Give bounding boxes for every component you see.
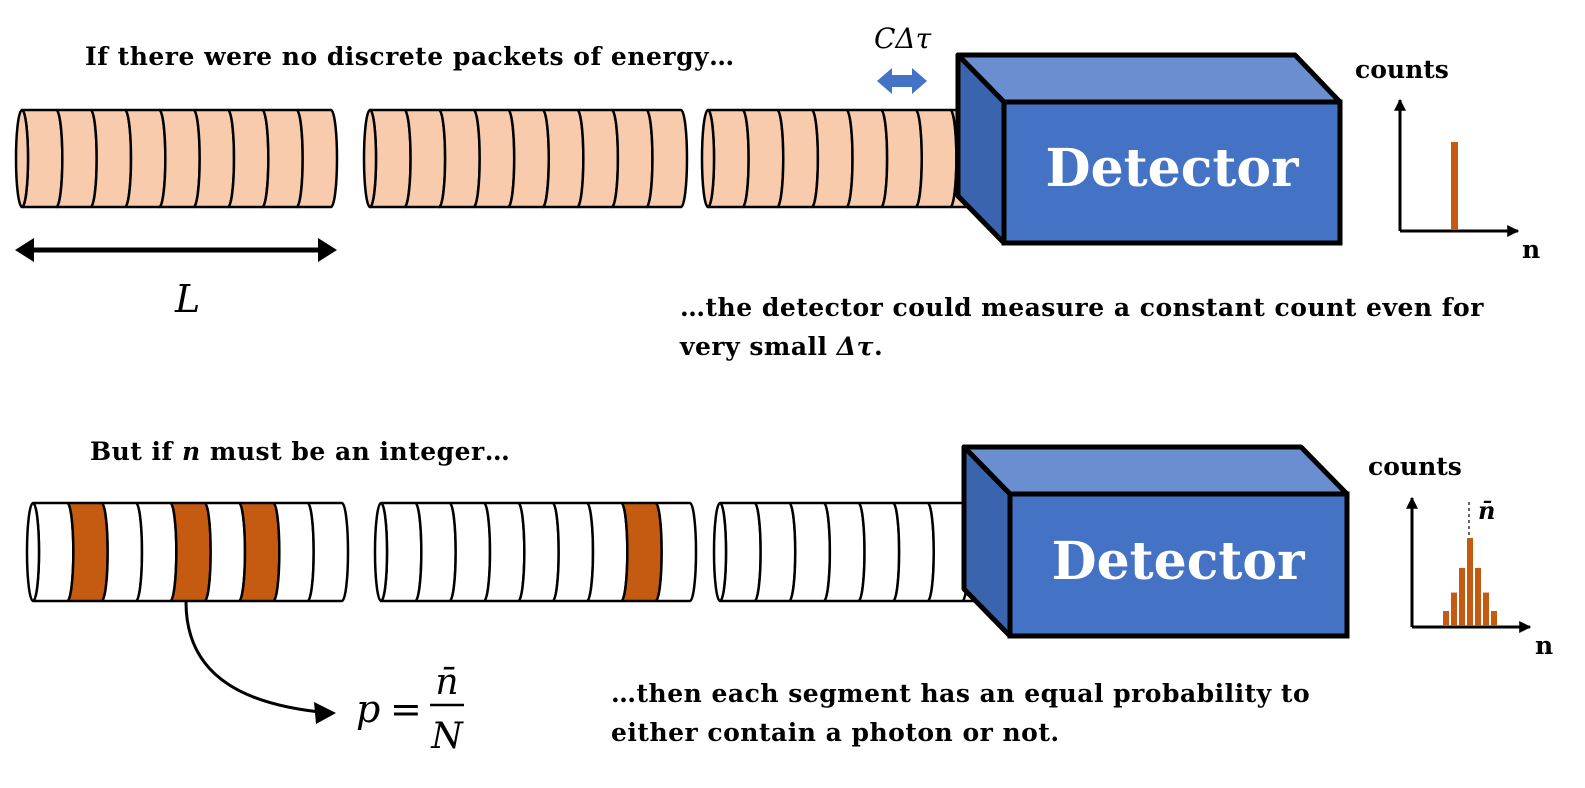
bottom-detector-label: Detector <box>1051 531 1305 592</box>
cylinder-end-cap <box>373 501 389 603</box>
bottom-hist-ylabel: counts <box>1368 452 1462 481</box>
top-caption: If there were no discrete packets of ene… <box>85 42 735 71</box>
segment <box>552 501 595 603</box>
segment <box>776 108 820 209</box>
photon-segment <box>66 501 109 603</box>
segment <box>845 108 889 209</box>
bottom-panel: But if n must be an integer… p = n̄ N De… <box>25 437 1553 757</box>
top-histogram: counts n <box>1355 55 1540 264</box>
cylinder-end-cap <box>14 108 30 209</box>
segment <box>307 501 350 603</box>
segment <box>742 108 785 209</box>
bottom-hist-bar <box>1451 592 1457 626</box>
photon-segment <box>620 501 663 603</box>
segment <box>438 108 481 209</box>
segment <box>880 108 923 209</box>
segment <box>576 108 620 209</box>
segment <box>507 108 551 209</box>
segment <box>542 108 585 209</box>
segment <box>404 108 447 209</box>
segment <box>754 501 797 603</box>
top-note-line1: …the detector could measure a constant c… <box>680 293 1484 322</box>
top-cylinder-2 <box>362 108 689 209</box>
mean-label: n̄ <box>1478 496 1495 525</box>
length-arrow <box>15 238 337 262</box>
length-label: L <box>174 277 200 321</box>
segment <box>811 108 854 209</box>
bottom-hist-bar <box>1475 567 1481 626</box>
delta-tau-label: CΔτ <box>874 22 932 55</box>
top-hist-bars <box>1451 142 1458 230</box>
segment <box>261 108 304 209</box>
segment <box>473 108 516 209</box>
segment <box>788 501 832 603</box>
bottom-hist-bar <box>1443 611 1449 626</box>
probability-arrow <box>184 601 331 715</box>
bottom-cylinder-1 <box>25 501 350 603</box>
top-detector-label: Detector <box>1045 138 1299 199</box>
segment <box>611 108 654 209</box>
segment <box>124 108 167 209</box>
top-panel: If there were no discrete packets of ene… <box>14 22 1540 361</box>
segment <box>272 501 315 603</box>
top-hist-bar <box>1451 142 1458 230</box>
delta-tau-arrow-icon <box>877 68 927 94</box>
cylinder-end-cap <box>700 108 716 209</box>
bottom-cylinders <box>25 501 1005 603</box>
top-hist-ylabel: counts <box>1355 55 1449 84</box>
cylinder-end-cap <box>25 501 41 603</box>
segment <box>414 501 457 603</box>
photon-segment <box>169 501 212 603</box>
bottom-detector: Detector <box>961 444 1350 639</box>
segment <box>857 501 901 603</box>
segment <box>483 501 526 603</box>
segment <box>517 501 560 603</box>
segment <box>823 501 866 603</box>
bottom-hist-bar <box>1491 611 1497 626</box>
top-cylinder-1 <box>14 108 339 209</box>
segment <box>449 501 492 603</box>
bottom-note-line2: either contain a photon or not. <box>611 718 1060 747</box>
photon-segment <box>238 501 281 603</box>
top-cylinder-3 <box>700 108 993 209</box>
segment <box>892 501 935 603</box>
bottom-caption: But if n must be an integer… <box>90 437 510 466</box>
formula-denominator: N <box>430 716 464 757</box>
bottom-note-line1: …then each segment has an equal probabil… <box>611 679 1310 708</box>
cylinder-end-cap <box>712 501 728 603</box>
bottom-hist-bar <box>1459 567 1465 626</box>
segment <box>90 108 133 209</box>
probability-formula: p = n̄ N <box>356 662 464 757</box>
bottom-cylinder-3 <box>712 501 1005 603</box>
segment <box>655 501 698 603</box>
segment <box>296 108 339 209</box>
formula-p: p <box>356 687 380 731</box>
bottom-hist-bar <box>1483 592 1489 626</box>
segment <box>586 501 629 603</box>
segment <box>645 108 689 209</box>
top-detector: Detector <box>955 52 1343 246</box>
segment <box>135 501 178 603</box>
formula-equals: = <box>390 687 422 731</box>
segment <box>204 501 247 603</box>
segment <box>227 108 270 209</box>
top-cylinders <box>14 108 993 209</box>
segment <box>193 108 236 209</box>
bottom-hist-bar <box>1467 538 1473 626</box>
top-note-line2: very small Δτ. <box>679 332 883 361</box>
segment <box>915 108 958 209</box>
cylinder-end-cap <box>362 108 378 209</box>
segment <box>55 108 98 209</box>
bottom-histogram: counts n n̄ <box>1368 452 1553 660</box>
bottom-hist-bars <box>1443 538 1497 626</box>
top-hist-xlabel: n <box>1522 235 1540 264</box>
bottom-cylinder-2 <box>373 501 698 603</box>
formula-numerator: n̄ <box>435 662 458 703</box>
bottom-hist-xlabel: n <box>1535 631 1553 660</box>
segment <box>101 501 144 603</box>
segment <box>158 108 201 209</box>
